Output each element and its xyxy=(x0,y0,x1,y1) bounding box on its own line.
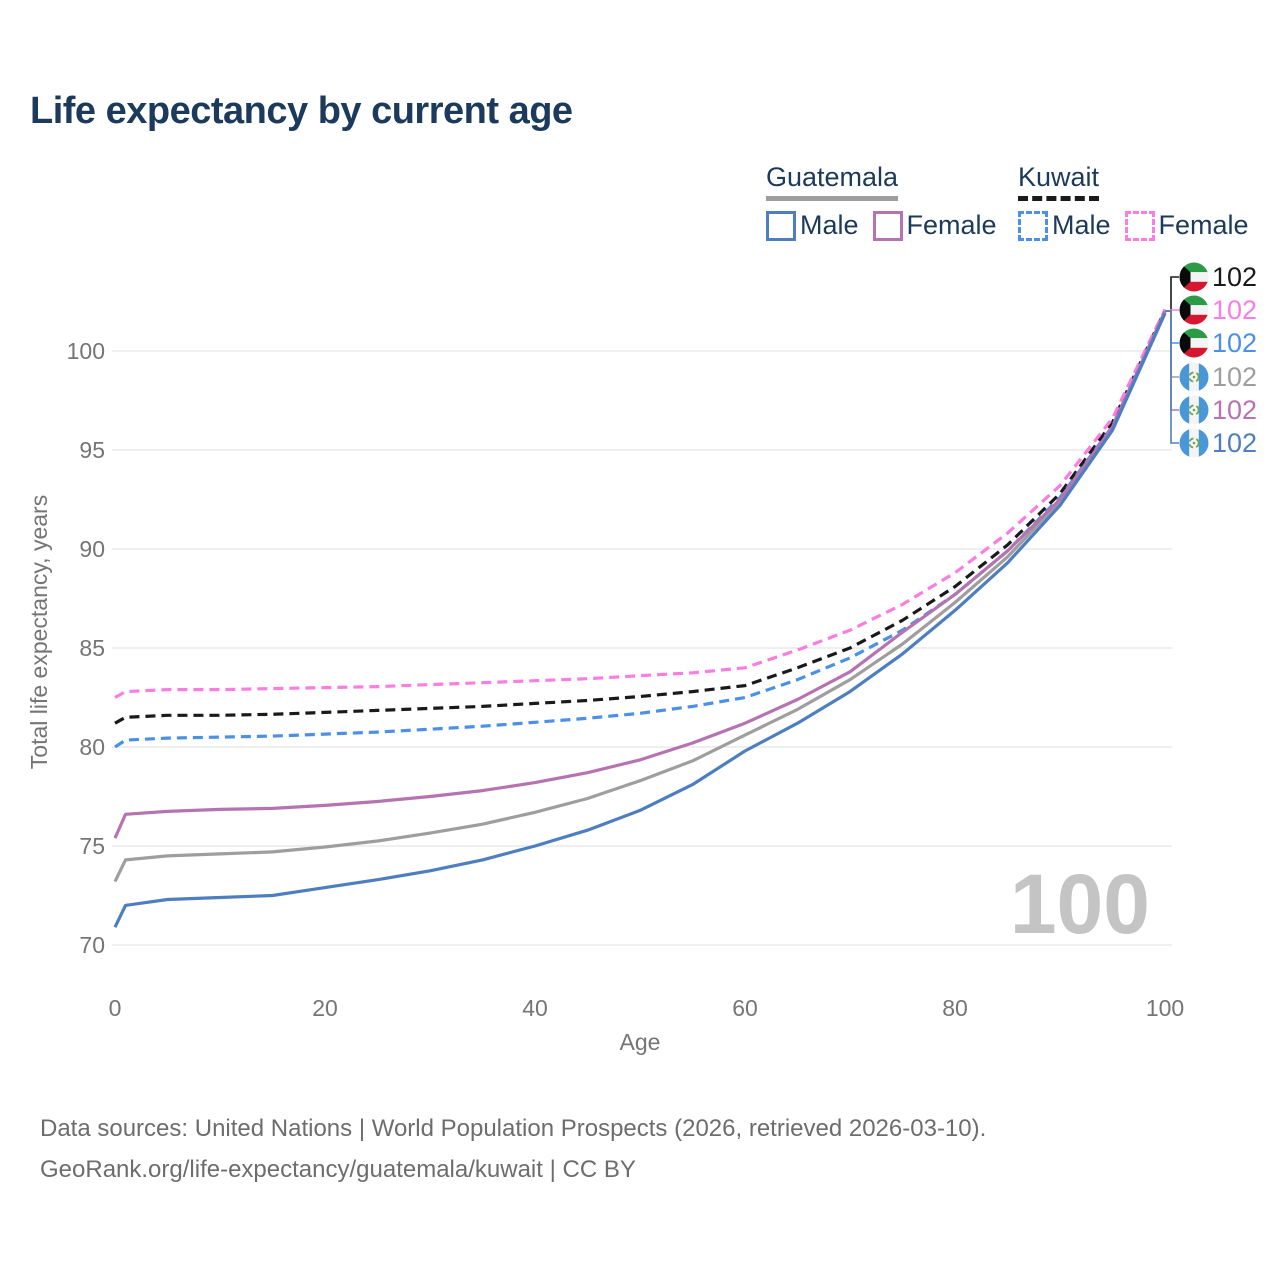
end-labels: 102 102 102 102 102 102 xyxy=(1179,262,1257,458)
guatemala-flag-icon xyxy=(1179,428,1209,458)
age-indicator: 100 xyxy=(1009,857,1150,951)
series-lines xyxy=(113,308,1167,928)
end-value-label: 102 xyxy=(1212,395,1257,425)
connector-kuwait-all- xyxy=(1165,276,1179,312)
legend-header-guatemala[interactable]: Guatemala xyxy=(766,162,899,201)
connector-kuwait-male xyxy=(1165,310,1179,344)
x-tick-label: 80 xyxy=(942,995,968,1021)
x-tick-label: 100 xyxy=(1146,995,1184,1021)
legend-item-kuwait-male[interactable]: Male xyxy=(1018,210,1111,241)
footer: Data sources: United Nations | World Pop… xyxy=(40,1108,986,1190)
page-title: Life expectancy by current age xyxy=(30,90,573,132)
end-value-label: 102 xyxy=(1212,295,1257,325)
legend-item-label: Male xyxy=(1052,210,1111,240)
legend-group-kuwait: Kuwait Male Female xyxy=(1018,162,1263,241)
series-line-guatemala-male xyxy=(113,312,1167,928)
kuwait-male-swatch-icon xyxy=(1018,210,1048,241)
x-axis-ticks: 0 20 40 60 80 100 xyxy=(109,995,1185,1021)
x-tick-label: 0 xyxy=(109,995,122,1021)
series-line-kuwait-male xyxy=(114,310,1167,749)
end-value-label: 102 xyxy=(1212,362,1257,392)
guatemala-flag-icon xyxy=(1179,362,1209,392)
guatemala-flag-icon xyxy=(1179,395,1209,425)
end-value-label: 102 xyxy=(1212,262,1257,292)
legend-item-guatemala-female[interactable]: Female xyxy=(872,210,997,241)
y-tick-label: 95 xyxy=(79,437,105,463)
y-tick-label: 80 xyxy=(79,734,105,760)
guatemala-male-swatch-icon xyxy=(766,210,796,241)
x-tick-label: 20 xyxy=(312,995,338,1021)
legend-item-label: Female xyxy=(1158,210,1249,240)
connector-guatemala-male xyxy=(1165,310,1179,444)
gridlines xyxy=(112,350,1172,946)
x-axis-title: Age xyxy=(620,1029,661,1055)
footer-attribution: GeoRank.org/life-expectancy/guatemala/ku… xyxy=(40,1156,636,1183)
legend-group-guatemala: Guatemala Male Female xyxy=(766,162,1011,241)
kuwait-flag-icon xyxy=(1179,262,1209,292)
connector-guatemala-all- xyxy=(1165,310,1179,378)
kuwait-female-swatch-icon xyxy=(1124,210,1155,241)
legend-item-guatemala-male[interactable]: Male xyxy=(766,210,859,241)
connector-guatemala-female xyxy=(1165,310,1179,411)
legend-item-kuwait-female[interactable]: Female xyxy=(1124,210,1249,241)
end-value-label: 102 xyxy=(1212,428,1257,458)
series-line-guatemala-all xyxy=(113,311,1167,883)
series-line-guatemala-female xyxy=(113,310,1167,839)
y-tick-label: 100 xyxy=(67,338,105,364)
legend-header-kuwait[interactable]: Kuwait xyxy=(1018,162,1100,201)
kuwait-flag-icon xyxy=(1179,295,1209,325)
series-line-kuwait-all xyxy=(114,309,1167,725)
y-axis-title: Total life expectancy, years xyxy=(26,495,52,769)
series-line-kuwait-female xyxy=(114,308,1167,699)
y-tick-label: 90 xyxy=(79,536,105,562)
x-tick-label: 60 xyxy=(732,995,758,1021)
end-value-label: 102 xyxy=(1212,328,1257,358)
guatemala-female-swatch-icon xyxy=(872,210,903,241)
y-axis-ticks: 70 75 80 85 90 95 100 xyxy=(67,338,105,958)
kuwait-flag-icon xyxy=(1179,328,1209,358)
legend-item-label: Female xyxy=(906,210,997,240)
y-tick-label: 75 xyxy=(79,833,105,859)
y-tick-label: 85 xyxy=(79,635,105,661)
end-label-connectors xyxy=(1165,276,1179,444)
x-tick-label: 40 xyxy=(522,995,548,1021)
legend-item-label: Male xyxy=(800,210,859,240)
footer-data-sources: Data sources: United Nations | World Pop… xyxy=(40,1115,987,1142)
y-tick-label: 70 xyxy=(79,932,105,958)
